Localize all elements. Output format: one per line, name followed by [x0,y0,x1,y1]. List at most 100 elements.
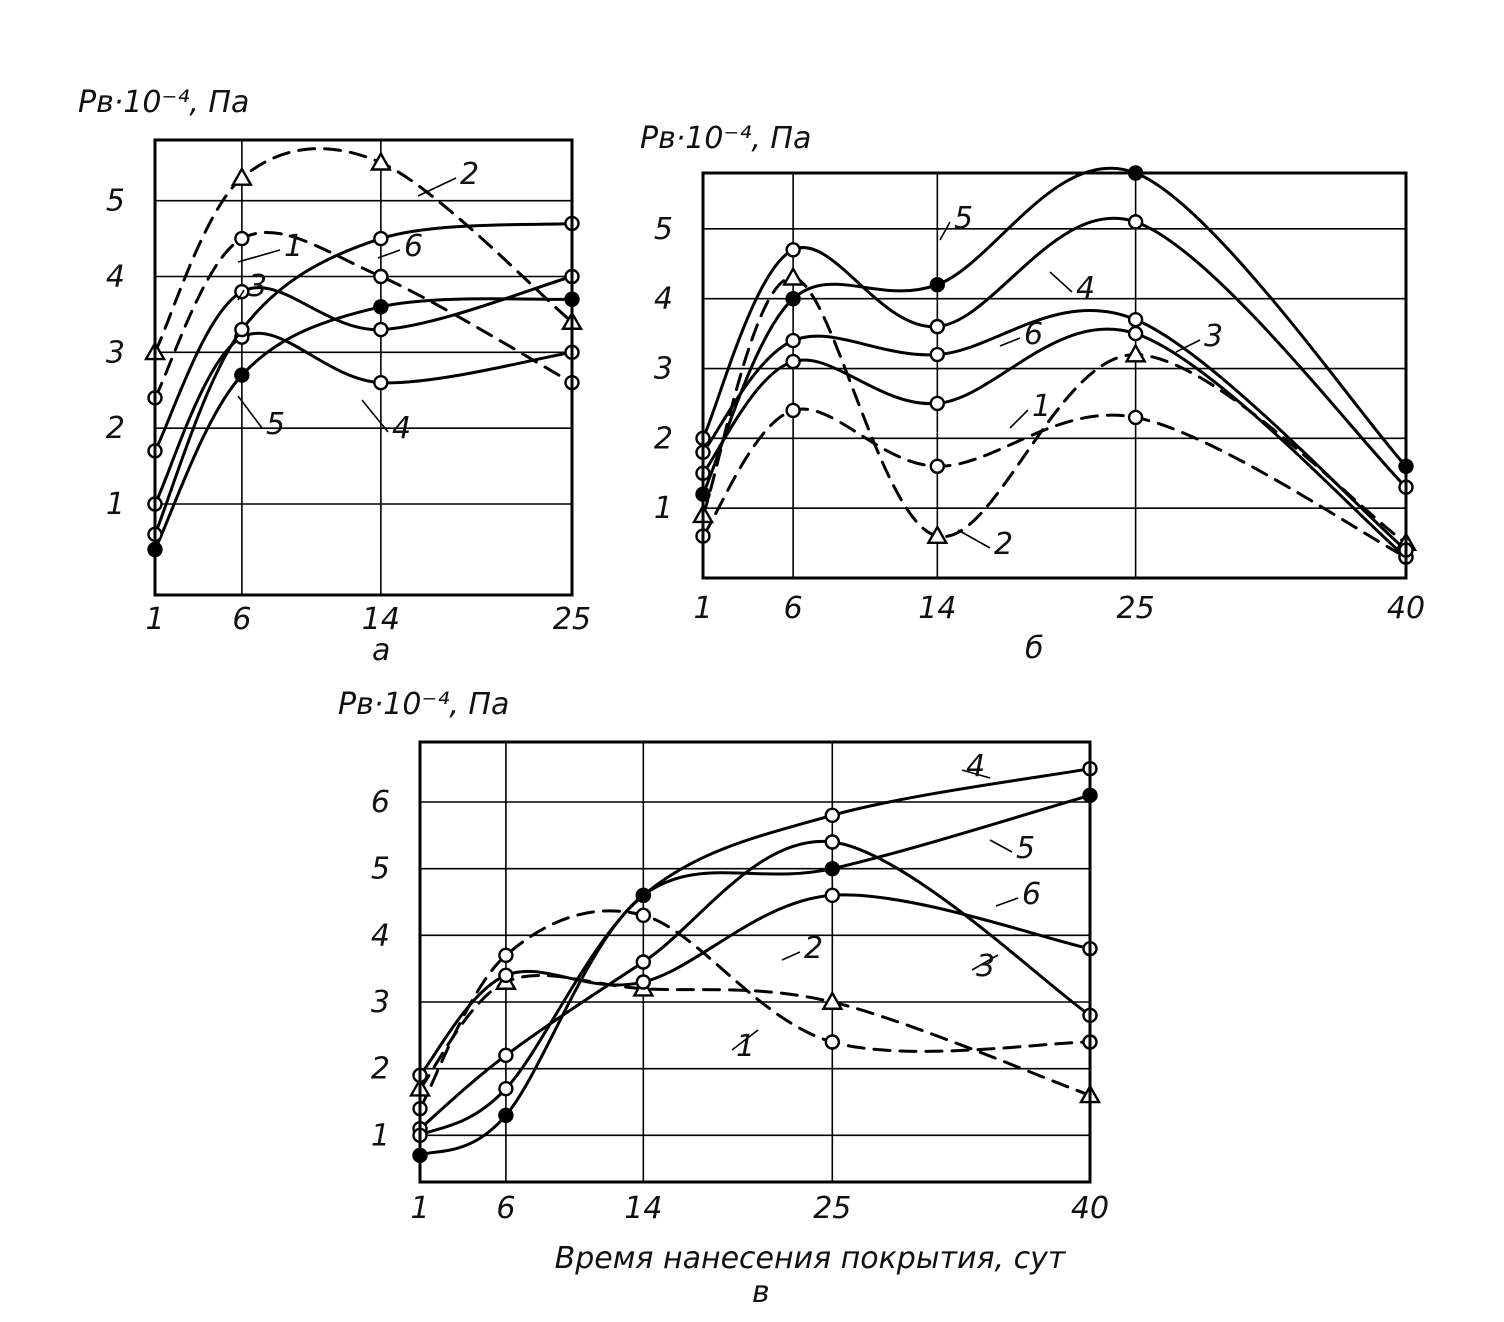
data-point-6 [373,230,389,247]
series-label-leader [1009,409,1029,429]
y-tick-label: 5 [371,852,390,887]
y-tick-label: 6 [371,785,390,820]
panel-a-label: а [372,633,390,668]
series-label-6: 6 [404,229,423,264]
panel-a-ylabel: Pв·10⁻⁴, Па [78,85,249,120]
data-point-2 [782,266,805,286]
data-point-3 [498,1047,514,1064]
data-point-6 [929,346,946,363]
data-point-1 [234,230,250,247]
series-line-5 [153,297,574,551]
y-tick-label: 2 [106,411,125,446]
panel-c-y-ticks: 1 2 3 4 5 6 [371,785,390,1153]
data-point-1 [1127,409,1144,426]
panel-a-frame [153,138,574,597]
data-point-3 [635,954,652,970]
x-tick-label: 6 [496,1191,515,1226]
panel-c-x-ticks: 1 6 14 25 40 [410,1191,1109,1226]
series-label-leader [939,221,951,241]
data-point-3 [824,834,841,850]
series-label-leader [961,769,991,779]
series-line-6 [153,221,574,536]
y-tick-label: 5 [654,212,673,247]
series-label-1: 1 [284,229,303,264]
data-point-6 [1127,311,1144,328]
data-point-5 [234,367,250,383]
series-label-leader [377,249,401,259]
series-line-1 [701,407,1408,559]
series-label-5: 5 [954,201,973,236]
data-point-3 [1127,325,1144,342]
data-point-6 [498,967,514,984]
data-point-4 [929,318,946,335]
series-label-2: 2 [804,931,823,966]
series-label-leader [1175,339,1201,353]
y-tick-label: 4 [654,282,673,317]
series-label-leader [995,897,1019,907]
x-tick-label: 6 [232,602,251,637]
data-point-2 [1124,343,1147,363]
series-label-3: 3 [1204,319,1223,354]
y-tick-label: 5 [106,184,125,219]
panel-a-x-ticks: 1 6 14 25 [145,602,591,637]
data-point-1 [824,1034,841,1050]
x-tick-label: 1 [410,1191,429,1226]
panel-b-x-ticks: 1 6 14 25 40 [693,591,1425,626]
series-label-3: 3 [976,949,995,984]
panel-a-y-ticks: 1 2 3 4 5 [106,184,125,522]
series-label-leader [237,395,263,429]
series-label-1: 1 [1032,389,1051,424]
series-label-5: 5 [1016,831,1035,866]
series-label-leader [989,839,1013,853]
panel-a-series-labels: 1 2 3 4 5 6 [237,157,479,446]
x-tick-label: 25 [553,602,591,637]
panel-c-ylabel: Pв·10⁻⁴, Па [338,687,509,722]
series-line-4 [418,767,1092,1137]
y-tick-label: 3 [371,985,390,1020]
series-label-2: 2 [994,527,1013,562]
data-point-1 [929,458,946,474]
y-tick-label: 2 [654,421,673,456]
data-point-4 [373,374,389,391]
series-label-leader [781,951,801,961]
x-tick-label: 14 [918,591,956,626]
panel-b-series [691,165,1418,565]
y-tick-label: 1 [371,1118,390,1153]
series-label-leader [237,289,245,301]
x-tick-label: 25 [813,1191,851,1226]
series-label-leader [417,177,457,197]
data-point-6 [635,974,652,990]
data-point-1 [498,947,514,964]
y-tick-label: 1 [106,487,125,522]
series-line-2 [418,973,1092,1097]
data-point-5 [373,299,389,315]
series-line-1 [418,909,1092,1111]
data-point-2 [926,524,949,545]
data-point-6 [785,332,801,349]
series-line-2 [153,147,574,354]
data-point-1 [785,402,801,419]
series-label-leader [957,529,991,549]
x-tick-label: 1 [693,591,712,626]
series-line-3 [418,839,1092,1131]
data-point-2 [821,990,844,1010]
series-line-6 [418,893,1092,1077]
x-tick-label: 1 [145,602,164,637]
data-point-1 [373,268,389,285]
series-label-4: 4 [1076,271,1095,306]
panel-b: Pв·10⁻⁴, Па 1 6 14 25 40 1 2 3 4 5 б 1 2 3 4 5 6 [640,121,1425,666]
y-tick-label: 3 [106,335,125,370]
series-label-4: 4 [392,411,411,446]
data-point-1 [635,907,652,924]
data-point-5 [929,277,946,293]
series-line-3 [701,327,1408,559]
series-label-leader [731,1029,759,1051]
x-tick-label: 40 [1387,591,1425,626]
series-label-leader [1049,271,1073,293]
y-tick-label: 4 [106,260,125,295]
data-point-3 [234,283,250,300]
series-line-4 [153,331,574,506]
x-tick-label: 25 [1117,591,1155,626]
